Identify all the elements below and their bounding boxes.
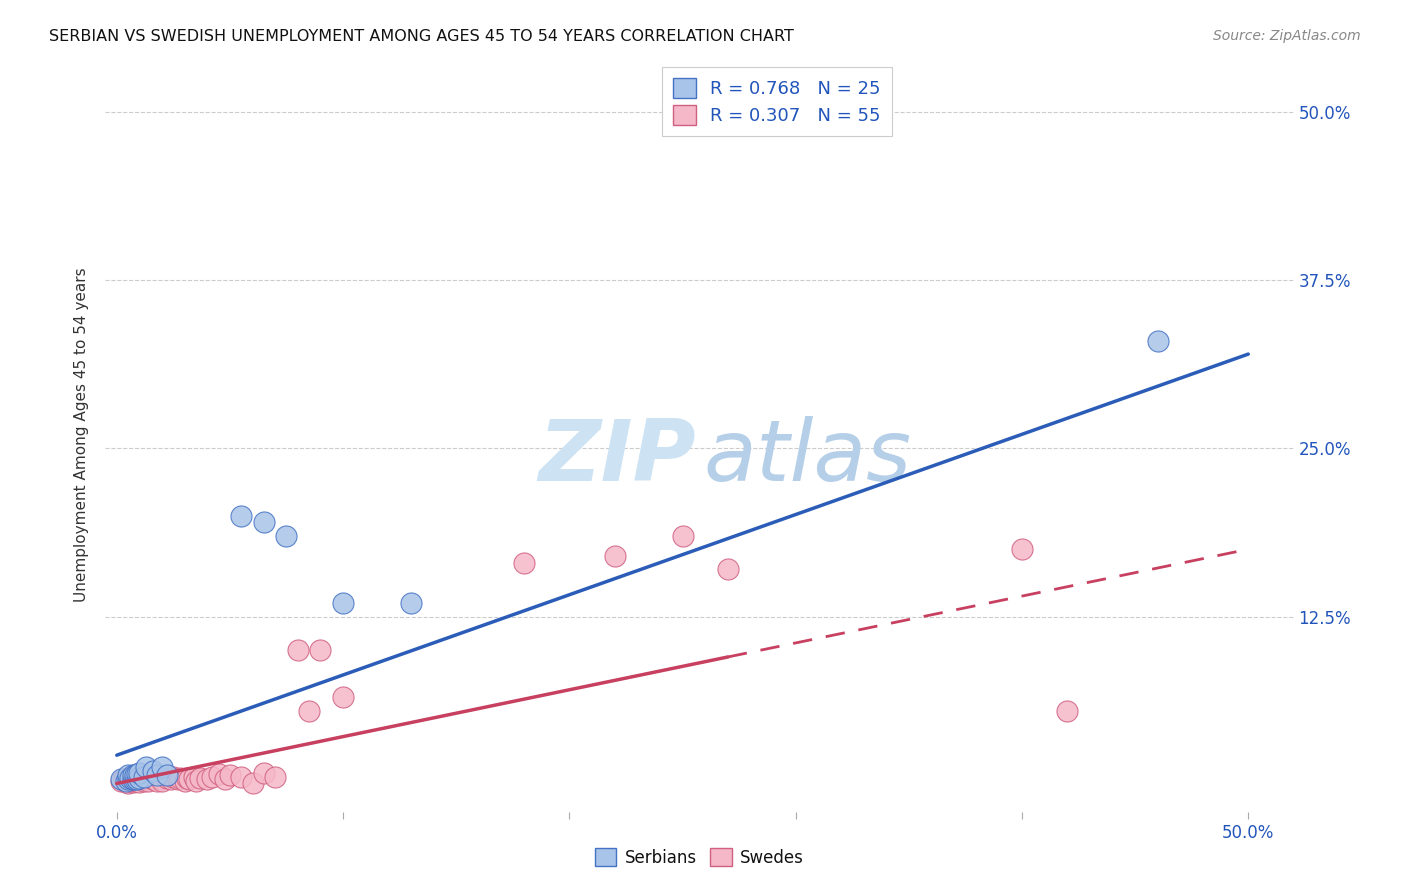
- Point: [135, 772, 157, 787]
- Point: [231, 508, 253, 523]
- Point: [132, 771, 155, 785]
- Point: [132, 773, 155, 788]
- Point: [332, 596, 354, 610]
- Point: [127, 771, 149, 785]
- Point: [121, 772, 143, 787]
- Point: [127, 772, 149, 787]
- Point: [120, 770, 142, 784]
- Point: [176, 771, 198, 785]
- Point: [717, 562, 740, 576]
- Point: [264, 770, 287, 784]
- Point: [146, 768, 169, 782]
- Point: [276, 529, 298, 543]
- Point: [671, 529, 693, 543]
- Text: ZIP: ZIP: [538, 416, 696, 499]
- Legend: Serbians, Swedes: Serbians, Swedes: [586, 839, 813, 875]
- Point: [121, 768, 143, 782]
- Point: [242, 776, 264, 790]
- Point: [287, 643, 309, 657]
- Text: atlas: atlas: [703, 416, 911, 499]
- Point: [201, 770, 224, 784]
- Point: [127, 767, 149, 781]
- Point: [169, 771, 191, 785]
- Point: [128, 765, 150, 780]
- Point: [139, 771, 162, 785]
- Point: [309, 643, 332, 657]
- Point: [110, 772, 132, 787]
- Point: [167, 772, 190, 787]
- Point: [332, 690, 354, 705]
- Point: [513, 556, 536, 570]
- Point: [138, 773, 160, 788]
- Point: [117, 772, 139, 787]
- Point: [117, 768, 139, 782]
- Point: [179, 772, 201, 787]
- Point: [124, 772, 146, 787]
- Point: [120, 773, 142, 788]
- Point: [114, 775, 136, 789]
- Point: [150, 760, 173, 774]
- Point: [155, 768, 177, 782]
- Text: Source: ZipAtlas.com: Source: ZipAtlas.com: [1213, 29, 1361, 43]
- Text: SERBIAN VS SWEDISH UNEMPLOYMENT AMONG AGES 45 TO 54 YEARS CORRELATION CHART: SERBIAN VS SWEDISH UNEMPLOYMENT AMONG AG…: [49, 29, 794, 44]
- Point: [253, 516, 276, 530]
- Point: [231, 770, 253, 784]
- Point: [124, 773, 146, 788]
- Point: [150, 773, 173, 788]
- Point: [142, 764, 165, 779]
- Point: [132, 770, 155, 784]
- Point: [124, 768, 146, 782]
- Y-axis label: Unemployment Among Ages 45 to 54 years: Unemployment Among Ages 45 to 54 years: [75, 268, 90, 602]
- Point: [1146, 334, 1168, 348]
- Point: [127, 773, 149, 788]
- Point: [128, 775, 150, 789]
- Point: [117, 771, 139, 785]
- Point: [160, 772, 183, 787]
- Point: [120, 771, 142, 785]
- Point: [219, 768, 242, 782]
- Point: [112, 772, 135, 787]
- Point: [131, 772, 153, 787]
- Point: [214, 772, 236, 787]
- Point: [121, 771, 143, 785]
- Point: [117, 776, 139, 790]
- Point: [173, 773, 195, 788]
- Point: [207, 767, 229, 781]
- Point: [195, 772, 218, 787]
- Point: [124, 768, 146, 782]
- Point: [184, 773, 207, 788]
- Point: [162, 770, 184, 784]
- Point: [149, 771, 172, 785]
- Point: [399, 596, 422, 610]
- Point: [128, 770, 150, 784]
- Point: [603, 549, 626, 563]
- Point: [146, 773, 169, 788]
- Point: [183, 770, 205, 784]
- Point: [190, 771, 212, 785]
- Point: [142, 772, 165, 787]
- Point: [155, 771, 177, 785]
- Point: [114, 773, 136, 788]
- Point: [1011, 542, 1033, 557]
- Point: [128, 771, 150, 785]
- Point: [298, 704, 321, 718]
- Point: [121, 775, 143, 789]
- Point: [110, 773, 132, 788]
- Point: [1056, 704, 1078, 718]
- Point: [253, 765, 276, 780]
- Point: [135, 760, 157, 774]
